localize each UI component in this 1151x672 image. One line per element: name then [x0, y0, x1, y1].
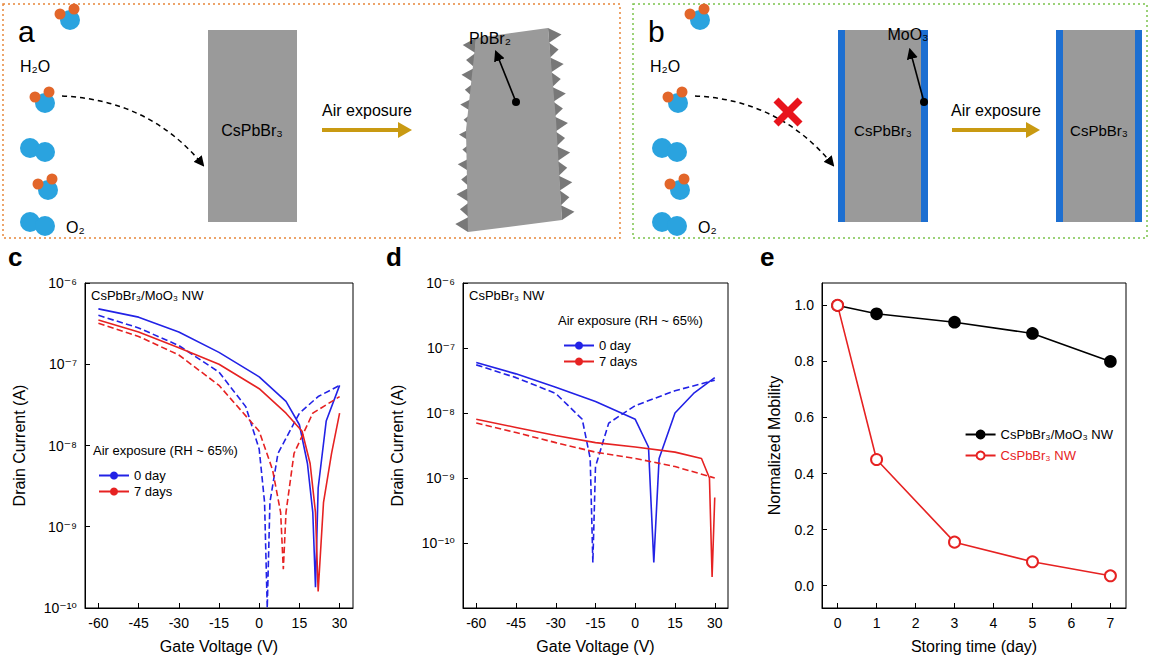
svg-text:0.0: 0.0 — [795, 578, 815, 594]
svg-text:-45: -45 — [128, 615, 148, 631]
svg-text:CsPbBr₃ NW: CsPbBr₃ NW — [1001, 448, 1077, 463]
svg-text:-60: -60 — [466, 615, 486, 631]
svg-text:3: 3 — [951, 615, 959, 631]
svg-text:10⁻¹⁰: 10⁻¹⁰ — [44, 600, 78, 616]
svg-text:Gate Voltage (V): Gate Voltage (V) — [160, 638, 278, 655]
html-text:c: c — [8, 242, 23, 272]
svg-text:-15: -15 — [209, 615, 229, 631]
svg-text:Storing time (day): Storing time (day) — [911, 638, 1037, 655]
svg-text:1.0: 1.0 — [795, 297, 815, 313]
svg-text:Air exposure (RH ~ 65%): Air exposure (RH ~ 65%) — [93, 443, 238, 458]
svg-text:CsPbBr₃: CsPbBr₃ — [854, 122, 912, 139]
svg-text:10⁻⁷: 10⁻⁷ — [49, 356, 77, 372]
html-text:e: e — [760, 242, 775, 272]
svg-text:Air exposure: Air exposure — [951, 102, 1041, 119]
svg-text:5: 5 — [1029, 615, 1037, 631]
svg-text:7 days: 7 days — [134, 484, 173, 499]
svg-text:0.4: 0.4 — [795, 466, 815, 482]
svg-text:0 day: 0 day — [599, 338, 631, 353]
svg-text:-30: -30 — [546, 615, 566, 631]
svg-text:10⁻⁹: 10⁻⁹ — [426, 470, 455, 486]
svg-text:0: 0 — [834, 615, 842, 631]
svg-text:CsPbBr₃: CsPbBr₃ — [1070, 122, 1128, 139]
svg-text:-30: -30 — [169, 615, 189, 631]
svg-text:Normalized Mobility: Normalized Mobility — [766, 376, 783, 516]
svg-text:a: a — [18, 15, 35, 48]
svg-text:10⁻⁸: 10⁻⁸ — [48, 438, 77, 454]
svg-text:O₂: O₂ — [698, 219, 717, 236]
svg-text:H₂O: H₂O — [20, 58, 50, 75]
svg-text:b: b — [648, 15, 665, 48]
svg-text:-45: -45 — [506, 615, 526, 631]
svg-text:Air exposure (RH ~ 65%): Air exposure (RH ~ 65%) — [558, 313, 703, 328]
svg-text:10⁻¹⁰: 10⁻¹⁰ — [422, 535, 456, 551]
svg-text:Air exposure: Air exposure — [322, 102, 412, 119]
svg-text:0: 0 — [255, 615, 263, 631]
svg-text:2: 2 — [912, 615, 920, 631]
svg-text:H₂O: H₂O — [650, 58, 680, 75]
svg-text:0.8: 0.8 — [795, 353, 815, 369]
svg-text:-60: -60 — [88, 615, 108, 631]
svg-text:0: 0 — [631, 615, 639, 631]
html-text:d: d — [386, 242, 402, 272]
svg-text:4: 4 — [990, 615, 998, 631]
svg-text:CsPbBr₃/MoO₃ NW: CsPbBr₃/MoO₃ NW — [91, 288, 204, 303]
svg-text:Drain Current (A): Drain Current (A) — [389, 385, 406, 507]
svg-text:15: 15 — [667, 615, 683, 631]
svg-text:CsPbBr₃ NW: CsPbBr₃ NW — [469, 288, 545, 303]
svg-text:MoO₃: MoO₃ — [887, 26, 928, 43]
svg-text:O₂: O₂ — [66, 219, 85, 236]
svg-text:10⁻⁶: 10⁻⁶ — [426, 275, 455, 291]
svg-text:15: 15 — [292, 615, 308, 631]
svg-text:PbBr₂: PbBr₂ — [469, 30, 511, 47]
svg-text:Gate Voltage (V): Gate Voltage (V) — [536, 638, 654, 655]
svg-text:10⁻⁷: 10⁻⁷ — [427, 340, 455, 356]
svg-text:6: 6 — [1068, 615, 1076, 631]
svg-text:10⁻⁸: 10⁻⁸ — [426, 405, 455, 421]
svg-text:1: 1 — [873, 615, 881, 631]
svg-text:-15: -15 — [585, 615, 605, 631]
svg-text:CsPbBr₃: CsPbBr₃ — [221, 122, 283, 139]
svg-text:30: 30 — [332, 615, 348, 631]
svg-text:10⁻⁹: 10⁻⁹ — [48, 519, 77, 535]
svg-text:30: 30 — [707, 615, 723, 631]
svg-text:Drain Current (A): Drain Current (A) — [11, 385, 28, 507]
svg-text:0.6: 0.6 — [795, 409, 815, 425]
svg-text:CsPbBr₃/MoO₃ NW: CsPbBr₃/MoO₃ NW — [1001, 427, 1114, 442]
svg-text:0.2: 0.2 — [795, 522, 815, 538]
svg-text:0 day: 0 day — [134, 468, 166, 483]
svg-text:7 days: 7 days — [599, 354, 638, 369]
svg-text:7: 7 — [1107, 615, 1115, 631]
svg-text:10⁻⁶: 10⁻⁶ — [48, 275, 77, 291]
